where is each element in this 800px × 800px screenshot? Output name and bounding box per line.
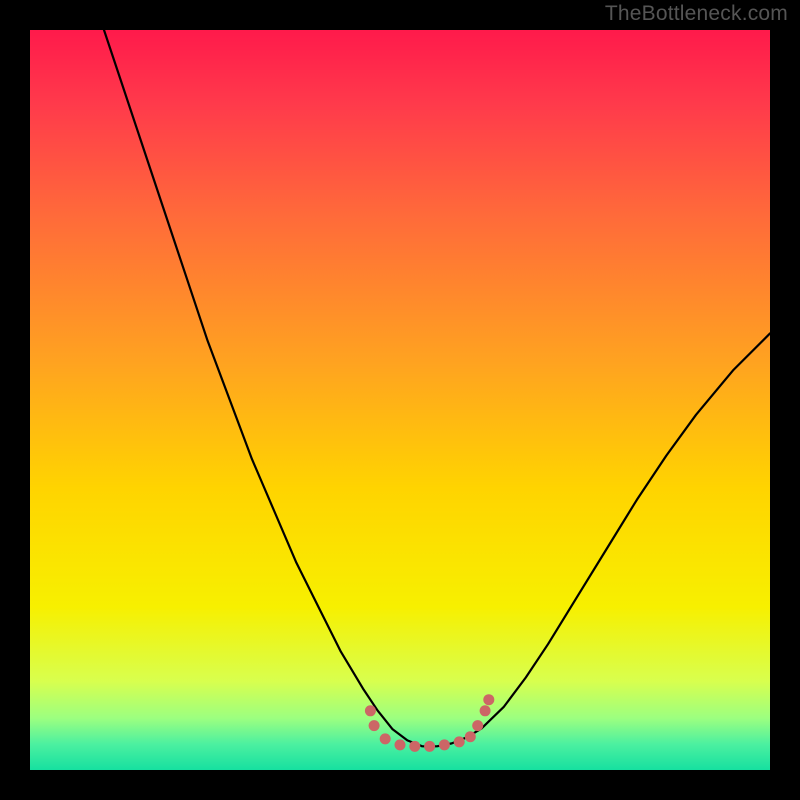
bottom-dot [365, 705, 376, 716]
bottom-dot [395, 739, 406, 750]
bottom-dot [424, 741, 435, 752]
chart-root: { "watermark": { "text": "TheBottleneck.… [0, 0, 800, 800]
bottom-dot [465, 731, 476, 742]
bottom-dot [454, 736, 465, 747]
bottom-dot [480, 705, 491, 716]
bottom-dot [409, 741, 420, 752]
bottom-dot [439, 739, 450, 750]
plot-area [30, 30, 770, 770]
bottom-dot [380, 733, 391, 744]
bottleneck-curve-svg [30, 30, 770, 770]
bottleneck-curve-path [104, 30, 770, 746]
watermark-text: TheBottleneck.com [605, 2, 788, 26]
bottom-dot [472, 720, 483, 731]
bottom-dots-group [365, 694, 494, 752]
bottom-dot [483, 694, 494, 705]
bottom-dot [369, 720, 380, 731]
